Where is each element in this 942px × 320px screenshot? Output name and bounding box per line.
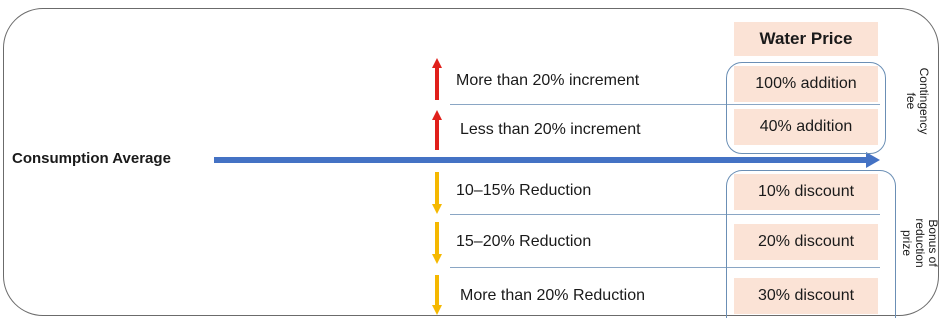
price-cell-5: 30% discount	[734, 278, 878, 314]
price-cell-2: 40% addition	[734, 109, 878, 145]
row-label-5: More than 20% Reduction	[460, 287, 645, 304]
row-label-3: 10–15% Reduction	[456, 182, 592, 199]
price-cell-1: 100% addition	[734, 66, 878, 102]
row-separator	[450, 214, 880, 215]
increase-arrow-1	[432, 58, 442, 100]
water-price-header: Water Price	[734, 22, 878, 56]
row-label-1: More than 20% increment	[456, 72, 640, 89]
contingency-fee-label: Contingency fee	[904, 67, 931, 135]
contingency-group-box	[726, 62, 886, 154]
row-label-4: 15–20% Reduction	[456, 233, 592, 250]
price-cell-4: 20% discount	[734, 224, 878, 260]
row-separator	[450, 267, 880, 268]
row-separator	[450, 104, 880, 105]
decrease-arrow-3	[432, 275, 442, 315]
diagram-frame	[3, 8, 939, 316]
decrease-arrow-2	[432, 222, 442, 264]
increase-arrow-2	[432, 110, 442, 150]
consumption-axis-arrowhead	[866, 152, 880, 168]
consumption-average-label: Consumption Average	[12, 150, 171, 167]
bonus-group-box	[726, 170, 896, 318]
row-label-2: Less than 20% increment	[460, 121, 641, 138]
price-cell-3: 10% discount	[734, 174, 878, 210]
decrease-arrow-1	[432, 172, 442, 214]
bonus-reduction-prize-label: Bonus of reduction prize	[900, 218, 940, 268]
